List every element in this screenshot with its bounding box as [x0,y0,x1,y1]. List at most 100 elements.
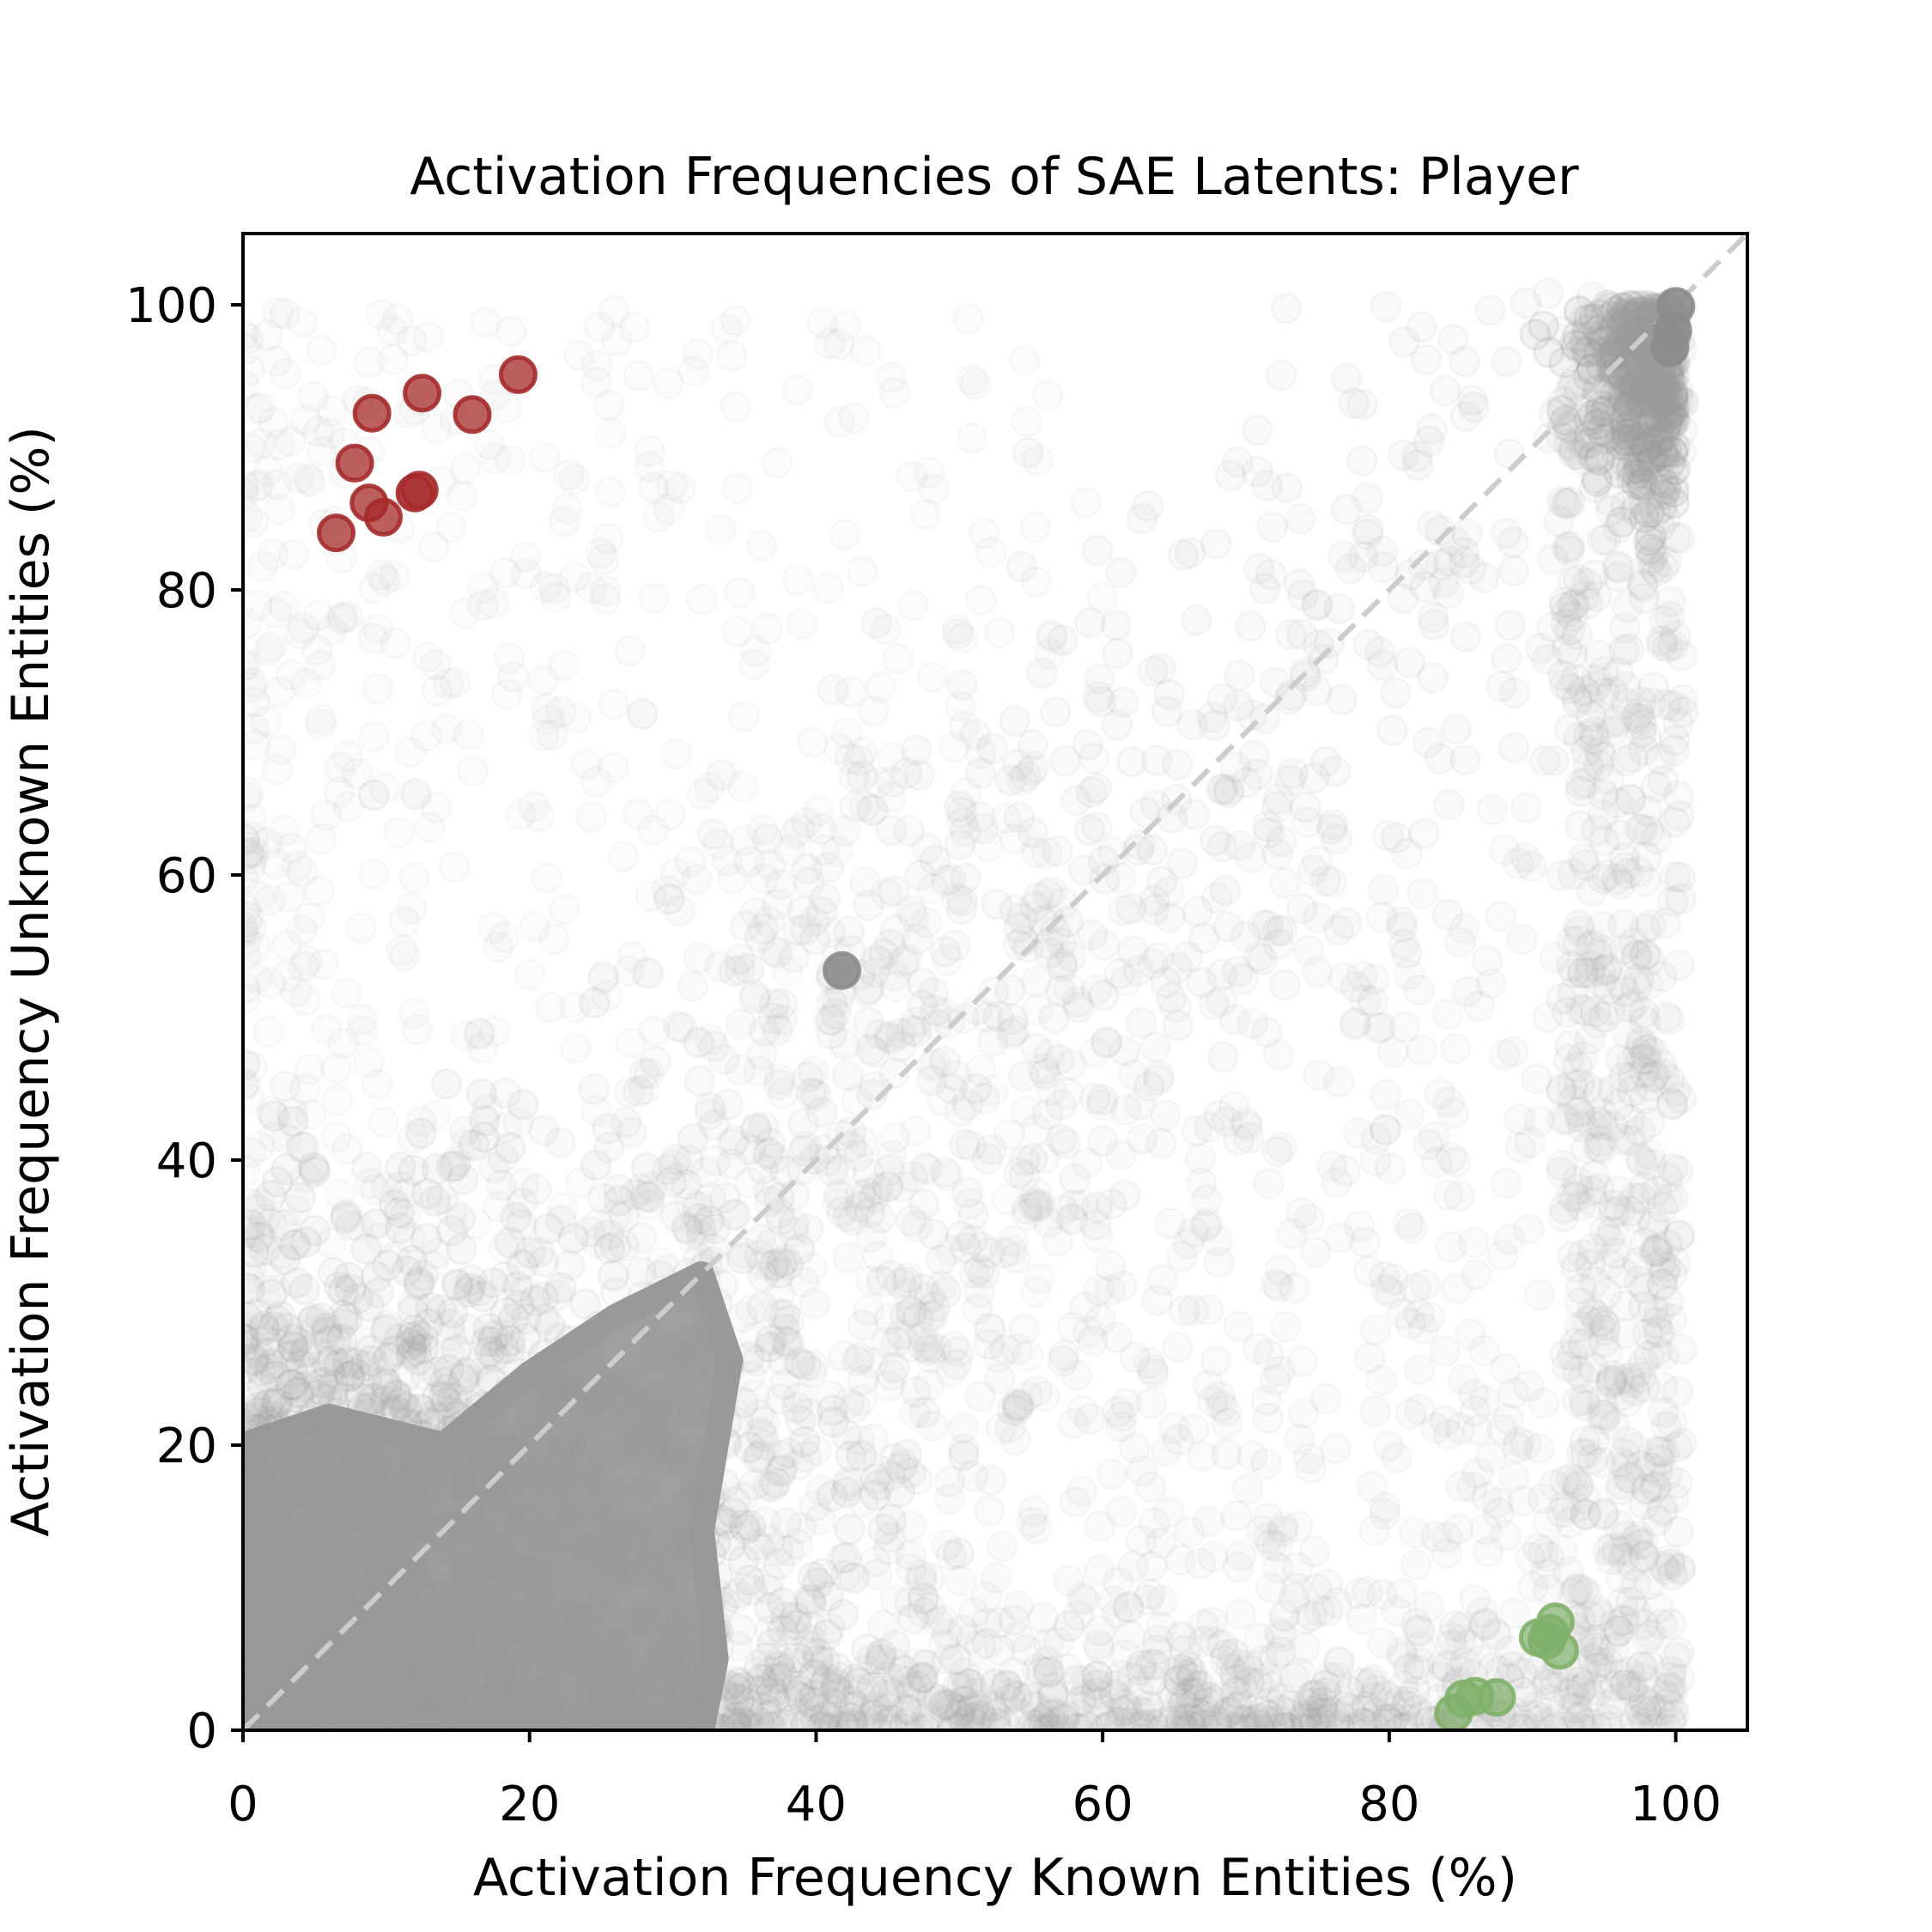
background-point [249,1233,282,1266]
background-point [1097,1585,1130,1617]
background-point [1615,1585,1647,1618]
background-point [638,582,671,615]
background-point [772,1329,804,1361]
background-point [414,1695,447,1728]
background-point [500,1613,532,1645]
background-point [603,1184,635,1217]
background-point [361,672,394,705]
background-point [278,1449,311,1482]
background-point [1151,696,1183,728]
background-point [592,1132,625,1163]
background-point [453,1643,486,1675]
background-point [337,1438,370,1471]
background-point [325,1641,357,1674]
background-point [243,1596,262,1629]
background-point [379,1522,411,1553]
background-point [411,1510,444,1543]
background-point [401,1613,434,1646]
background-point [1620,458,1653,490]
background-point [371,1309,404,1341]
background-point [243,1643,272,1675]
background-point [360,1527,392,1559]
background-point [513,958,546,991]
background-point [1366,1626,1399,1659]
background-point [750,1692,782,1725]
background-point [492,1686,525,1719]
background-point [1593,369,1625,402]
background-point [1084,663,1115,696]
background-point [933,1466,966,1498]
background-point [589,1373,622,1406]
background-point [719,1708,750,1730]
background-point [1302,902,1334,934]
background-point [567,1555,599,1588]
background-point [428,1608,460,1641]
background-point [758,1682,791,1715]
background-point [358,572,391,605]
background-point [687,778,720,811]
background-point [1020,965,1053,998]
background-point [396,1594,428,1626]
background-point [1635,520,1668,553]
background-point [1490,642,1522,674]
background-point [1207,773,1239,805]
background-point [501,1512,534,1545]
background-point [1488,834,1521,866]
background-point [273,1558,306,1591]
background-point [508,1275,541,1308]
background-point [470,1695,502,1728]
background-point [1587,799,1619,831]
background-point [587,1674,620,1707]
background-point [763,1257,796,1289]
background-point [583,1668,616,1700]
background-point [692,1302,725,1334]
background-point [283,1686,315,1718]
background-point [541,1599,574,1631]
background-point [355,1656,388,1689]
background-point [1218,1091,1250,1122]
background-point [1161,1331,1194,1364]
background-point [574,572,607,605]
background-point [591,1668,623,1701]
background-point [501,1687,533,1720]
background-point [434,1415,466,1448]
background-point [258,1599,291,1631]
background-point [1400,1549,1432,1581]
background-point [421,1356,453,1388]
background-point [753,905,785,938]
background-point [581,349,613,381]
background-point [1498,677,1531,709]
background-point [393,1681,426,1714]
background-point [477,911,509,944]
background-point [720,472,753,505]
background-point [315,1227,347,1260]
background-point [796,726,829,758]
background-point [554,1249,586,1282]
background-point [1100,609,1133,641]
background-point [587,1659,620,1692]
background-point [283,1381,315,1413]
background-point [1003,1388,1036,1421]
background-point [586,963,619,995]
background-point [284,1182,317,1214]
background-point [980,1562,1012,1595]
background-point [467,1485,500,1517]
background-point [524,1520,556,1552]
background-point [1236,1440,1268,1473]
background-point [767,1614,799,1647]
background-point [986,1530,1018,1563]
background-point [556,1539,588,1571]
background-point [1187,1440,1219,1473]
background-point [616,940,648,973]
background-point [247,1543,280,1576]
background-point [400,1334,433,1366]
background-point [745,1038,778,1071]
background-point [307,1455,340,1488]
background-point [1431,1537,1463,1570]
background-point [243,1336,275,1369]
background-point [1388,325,1420,358]
background-point [559,1706,591,1730]
background-point [711,1508,744,1540]
background-point [243,648,262,681]
